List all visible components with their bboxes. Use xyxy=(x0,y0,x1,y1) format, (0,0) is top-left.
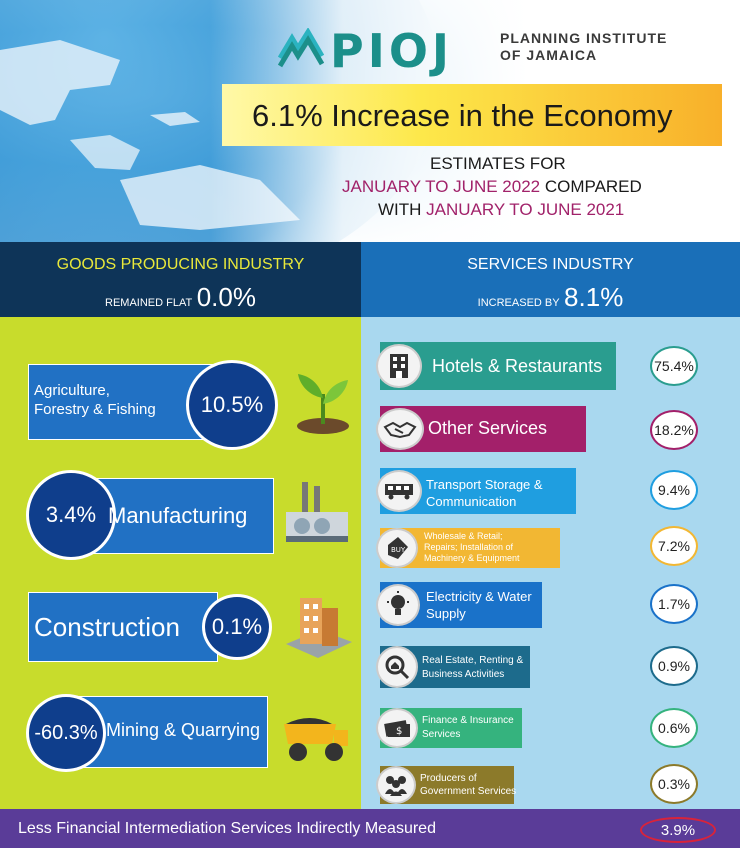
goods-header xyxy=(0,242,361,317)
footer-bar xyxy=(0,809,740,848)
services-stat-value: 8.1% xyxy=(564,282,624,312)
services-title: SERVICES INDUSTRY xyxy=(467,256,634,273)
services-label-hotels: Hotels & Restaurants xyxy=(432,356,603,376)
goods-stat-value: 0.0% xyxy=(196,282,256,312)
services-label-transport-line2: Communication xyxy=(426,494,517,509)
subtitle-line3: WITH JANUARY TO JUNE 2021 xyxy=(378,200,624,220)
services-label-finance-line2: Services xyxy=(422,729,461,740)
logo-subtitle-line2: OF JAMAICA xyxy=(500,47,598,63)
services-label-government: Producers of Government Services xyxy=(420,772,516,798)
goods-label-agriculture-line1: Agriculture, xyxy=(34,382,110,399)
services-label-wholesale-line2: Repairs; Installation of xyxy=(424,542,514,552)
goods-value-mining: -60.3% xyxy=(26,694,106,772)
services-stat: INCREASED BY 8.1% xyxy=(361,282,740,313)
services-label-government-line1: Producers of xyxy=(420,773,477,784)
services-value-other: 18.2% xyxy=(650,410,698,450)
services-label-realestate: Real Estate, Renting & Business Activiti… xyxy=(422,654,523,682)
services-label-electricity-line1: Electricity & Water xyxy=(426,589,532,604)
services-label-realestate-line1: Real Estate, Renting & xyxy=(422,655,524,666)
services-label-transport: Transport Storage & Communication xyxy=(426,476,543,510)
logo-text: PIOJ xyxy=(330,24,454,78)
house-search-icon xyxy=(376,646,418,688)
services-label-electricity: Electricity & Water Supply xyxy=(426,588,532,622)
factory-icon xyxy=(286,482,348,542)
services-label-other: Other Services xyxy=(428,418,548,438)
lightbulb-icon xyxy=(376,584,420,626)
goods-label-agriculture-line2: Forestry & Fishing xyxy=(34,401,156,418)
services-value-government: 0.3% xyxy=(650,764,698,804)
services-label-realestate-line2: Business Activities xyxy=(422,669,505,680)
goods-label-manufacturing: Manufacturing xyxy=(108,503,248,528)
footer-text: Less Financial Intermediation Services I… xyxy=(18,820,436,837)
subtitle-period-2021: JANUARY TO JUNE 2021 xyxy=(426,200,625,219)
goods-bar-construction xyxy=(28,592,218,662)
services-value-transport: 9.4% xyxy=(650,470,698,510)
subtitle-period-2022: JANUARY TO JUNE 2022 xyxy=(342,177,541,196)
goods-label-construction: Construction xyxy=(34,612,180,642)
goods-stat-label: REMAINED FLAT xyxy=(105,297,193,309)
title-banner xyxy=(222,84,722,146)
dump-truck-icon xyxy=(284,718,348,761)
services-value-hotels: 75.4% xyxy=(650,346,698,386)
goods-label-agriculture: Agriculture, Forestry & Fishing xyxy=(34,381,156,419)
building-icon xyxy=(286,598,352,658)
subtitle-line1: ESTIMATES FOR xyxy=(430,154,566,173)
services-label-wholesale: Wholesale & Retail; Repairs; Installatio… xyxy=(424,531,520,564)
services-label-wholesale-line3: Machinery & Equipment xyxy=(424,553,520,563)
services-label-transport-line1: Transport Storage & xyxy=(426,477,543,492)
hotel-icon xyxy=(376,344,422,388)
goods-title: GOODS PRODUCING INDUSTRY xyxy=(56,256,305,273)
plant-icon xyxy=(297,374,349,434)
services-value-realestate: 0.9% xyxy=(650,646,698,686)
subtitle-line2: JANUARY TO JUNE 2022 COMPARED xyxy=(342,177,642,197)
goods-stat: REMAINED FLAT 0.0% xyxy=(0,282,361,313)
services-label-finance: Finance & Insurance Services xyxy=(422,714,514,742)
pioj-logo-icon xyxy=(278,28,324,68)
services-label-government-line2: Government Services xyxy=(420,786,517,797)
logo-subtitle: PLANNING INSTITUTE OF JAMAICA xyxy=(500,30,667,64)
bus-icon xyxy=(376,470,422,512)
svg-text:$: $ xyxy=(396,726,402,737)
price-tag-icon: BUY xyxy=(376,528,418,568)
page-title: 6.1% Increase in the Economy xyxy=(252,98,673,133)
subtitle-with: WITH xyxy=(378,200,427,219)
services-value-electricity: 1.7% xyxy=(650,584,698,624)
footer-value: 3.9% xyxy=(640,817,716,843)
services-label-finance-line1: Finance & Insurance xyxy=(422,715,514,726)
people-icon xyxy=(376,766,416,804)
svg-text:BUY: BUY xyxy=(391,546,406,554)
subtitle-compared: COMPARED xyxy=(540,177,642,196)
handshake-icon xyxy=(376,408,424,450)
goods-value-manufacturing: 3.4% xyxy=(26,470,116,560)
services-label-wholesale-line1: Wholesale & Retail; xyxy=(424,531,503,541)
services-value-wholesale: 7.2% xyxy=(650,526,698,566)
goods-value-construction: 0.1% xyxy=(202,594,272,660)
services-label-electricity-line2: Supply xyxy=(426,606,466,621)
services-value-finance: 0.6% xyxy=(650,708,698,748)
money-icon: $ xyxy=(376,708,418,748)
goods-label-mining: Mining & Quarrying xyxy=(106,720,261,740)
logo-subtitle-line1: PLANNING INSTITUTE xyxy=(500,30,668,46)
goods-value-agriculture: 10.5% xyxy=(186,360,278,450)
services-stat-label: INCREASED BY xyxy=(477,297,560,309)
services-header xyxy=(361,242,740,317)
